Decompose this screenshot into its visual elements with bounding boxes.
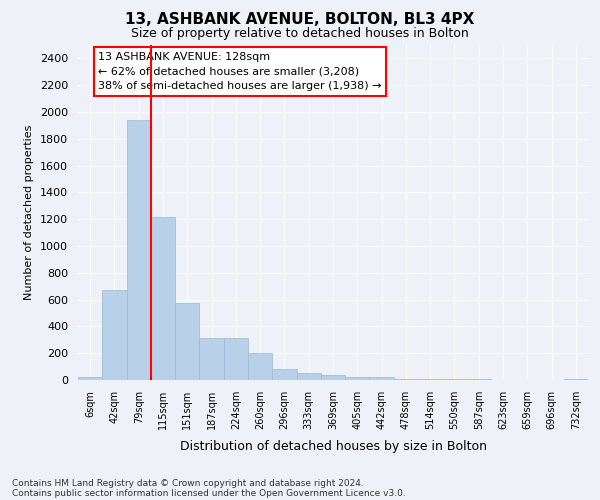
Bar [224,338,248,380]
Bar [418,379,442,380]
Bar [296,374,321,380]
Bar [127,120,151,380]
Bar [345,376,370,380]
Text: 13 ASHBANK AVENUE: 128sqm
← 62% of detached houses are smaller (3,208)
38% of se: 13 ASHBANK AVENUE: 128sqm ← 62% of detac… [98,52,382,92]
Text: Contains HM Land Registry data © Crown copyright and database right 2024.: Contains HM Land Registry data © Crown c… [12,478,364,488]
Bar [151,216,175,380]
Bar [78,378,102,380]
Bar [175,303,199,380]
Text: 13, ASHBANK AVENUE, BOLTON, BL3 4PX: 13, ASHBANK AVENUE, BOLTON, BL3 4PX [125,12,475,28]
Bar [321,376,345,380]
Bar [272,370,296,380]
Text: Contains public sector information licensed under the Open Government Licence v3: Contains public sector information licen… [12,488,406,498]
Bar [199,338,224,380]
Bar [564,378,588,380]
Bar [248,353,272,380]
Bar [394,378,418,380]
Y-axis label: Number of detached properties: Number of detached properties [25,125,34,300]
Bar [102,290,127,380]
Text: Size of property relative to detached houses in Bolton: Size of property relative to detached ho… [131,28,469,40]
Bar [370,376,394,380]
X-axis label: Distribution of detached houses by size in Bolton: Distribution of detached houses by size … [179,440,487,453]
